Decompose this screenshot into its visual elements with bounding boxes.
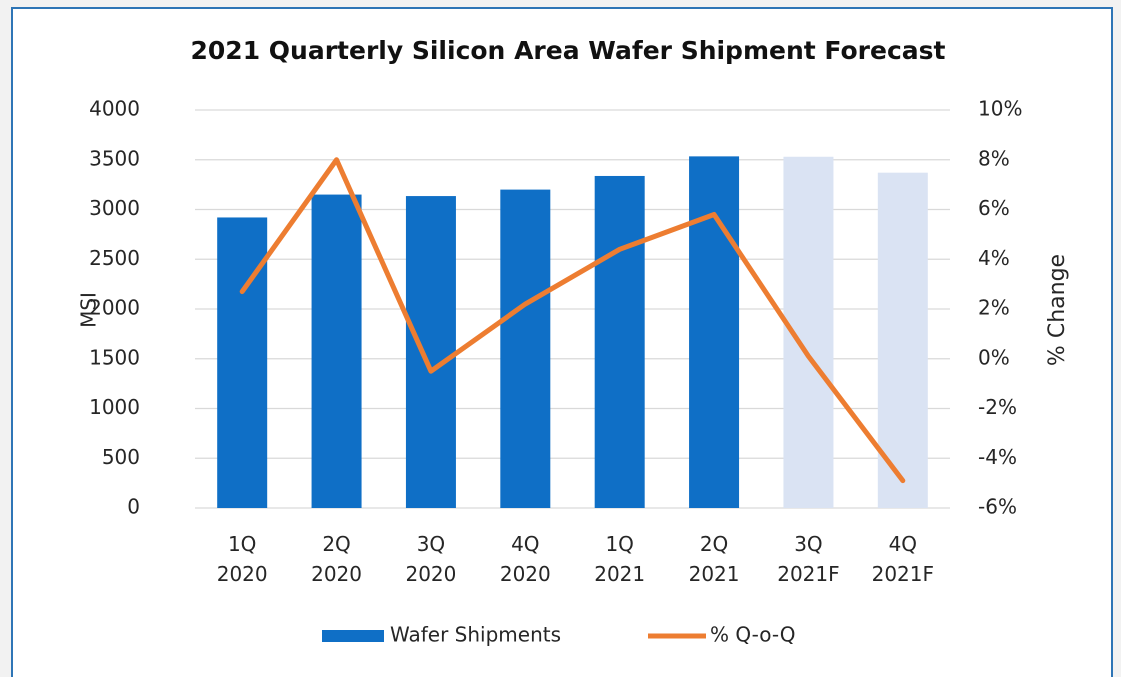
chart-title: 2021 Quarterly Silicon Area Wafer Shipme…: [191, 36, 946, 65]
y-tick-label: 500: [102, 445, 140, 469]
legend-label: % Q-o-Q: [710, 623, 796, 647]
x-tick-label: 4Q 2020: [500, 532, 551, 586]
chart-frame: [11, 7, 1113, 677]
bar: [877, 172, 928, 508]
y2-tick-label: -4%: [978, 445, 1017, 469]
y-axis-title: MSI: [77, 292, 101, 328]
y2-tick-label: 10%: [978, 97, 1022, 121]
y2-tick-label: -2%: [978, 395, 1017, 419]
y2-tick-label: 6%: [978, 196, 1010, 220]
bar: [689, 156, 740, 508]
y2-tick-label: -6%: [978, 495, 1017, 519]
x-tick-label: 3Q 2020: [405, 532, 456, 586]
legend-swatch: [322, 630, 384, 642]
line: [239, 157, 906, 484]
legend-label: Wafer Shipments: [390, 623, 561, 647]
x-tick-label: 1Q 2021: [594, 532, 645, 586]
y-tick-label: 1500: [89, 345, 140, 369]
y2-tick-label: 2%: [978, 296, 1010, 320]
y2-tick-label: 8%: [978, 146, 1010, 170]
y2-axis-title: % Change: [1045, 254, 1070, 366]
x-tick-label: 4Q 2021F: [872, 532, 934, 586]
y-tick-label: 1000: [89, 395, 140, 419]
y-tick-label: 3500: [89, 146, 140, 170]
bar: [594, 175, 645, 508]
x-tick-label: 1Q 2020: [217, 532, 268, 586]
y2-tick-label: 0%: [978, 345, 1010, 369]
bar: [217, 217, 268, 508]
x-tick-label: 2Q 2020: [311, 532, 362, 586]
y2-tick-label: 4%: [978, 246, 1010, 270]
bar: [405, 196, 456, 508]
y-tick-label: 3000: [89, 196, 140, 220]
y-tick-label: 4000: [89, 97, 140, 121]
bar: [311, 194, 362, 508]
bar: [500, 189, 551, 508]
x-tick-label: 2Q 2021: [689, 532, 740, 586]
y-tick-label: 2000: [89, 296, 140, 320]
y-tick-label: 0: [127, 495, 140, 519]
x-tick-label: 3Q 2021F: [777, 532, 839, 586]
y-tick-label: 2500: [89, 246, 140, 270]
